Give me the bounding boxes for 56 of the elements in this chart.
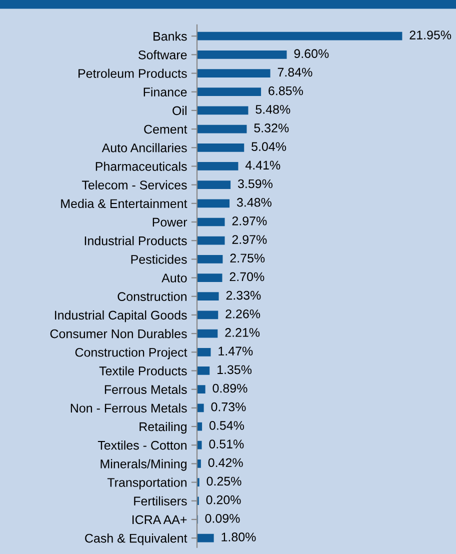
- y-tick-label: Textiles - Cotton: [98, 440, 186, 450]
- y-tick-label: Telecom - Services: [82, 180, 187, 190]
- data-label: 0.73%: [211, 402, 246, 412]
- y-tick-label: Pharmaceuticals: [96, 162, 187, 171]
- data-label: 0.25%: [206, 476, 242, 486]
- data-label: 2.21%: [225, 328, 260, 337]
- data-label: 2.70%: [230, 272, 264, 282]
- data-label: 5.48%: [256, 104, 290, 114]
- data-label: 2.97%: [232, 216, 267, 226]
- data-label: 1.35%: [218, 365, 252, 374]
- data-label: 0.54%: [209, 421, 244, 430]
- y-tick-label: Cement: [144, 124, 188, 134]
- data-label: 0.09%: [205, 514, 240, 523]
- y-tick-label: Non - Ferrous Metals: [70, 403, 187, 413]
- y-tick-label: Media & Entertainment: [61, 198, 188, 208]
- y-tick-label: ICRA AA+: [132, 515, 187, 524]
- y-tick-label: Transportation: [107, 478, 186, 490]
- data-label: 5.04%: [252, 142, 286, 151]
- y-tick-label: Textile Products: [99, 366, 187, 376]
- data-label: 2.75%: [230, 254, 265, 263]
- y-tick-label: Banks: [154, 32, 187, 41]
- y-tick-label: Cash & Equivalent: [85, 534, 188, 546]
- y-tick-label: Minerals/Mining: [100, 459, 186, 471]
- y-tick-label: Auto: [162, 274, 187, 282]
- data-label: 3.59%: [238, 179, 272, 188]
- data-label: 7.84%: [278, 68, 312, 77]
- y-tick-label: Pesticides: [131, 254, 187, 264]
- y-tick-label: Consumer Non Durables: [50, 329, 187, 338]
- data-label: 5.32%: [254, 124, 289, 132]
- y-tick-label: Construction Project: [75, 348, 188, 360]
- data-label: 1.47%: [218, 346, 253, 356]
- data-label: 2.26%: [226, 309, 260, 318]
- y-tick-label: Finance: [144, 87, 187, 97]
- data-label: 1.80%: [222, 532, 256, 542]
- data-label: 0.42%: [208, 458, 243, 468]
- y-tick-label: Retailing: [140, 422, 186, 434]
- data-label: 2.33%: [226, 290, 261, 300]
- y-tick-label: Software: [138, 50, 187, 60]
- data-label: 4.41%: [245, 160, 280, 170]
- data-label: 9.60%: [294, 49, 329, 58]
- data-label: 0.51%: [209, 440, 244, 448]
- y-tick-label: Construction: [118, 292, 186, 302]
- y-tick-label: Power: [152, 218, 188, 227]
- y-tick-label: Industrial Products: [84, 236, 187, 246]
- y-tick-label: Auto Ancillaries: [102, 143, 187, 152]
- data-label: 0.89%: [212, 384, 248, 393]
- y-tick-label: Ferrous Metals: [104, 384, 187, 394]
- data-label: 6.85%: [268, 86, 303, 96]
- y-tick-label: Oil: [172, 106, 186, 116]
- y-tick-label: Industrial Capital Goods: [55, 310, 187, 322]
- y-tick-label: Petroleum Products: [78, 68, 187, 78]
- data-label: 21.95%: [410, 30, 452, 40]
- y-tick-label: Fertilisers: [134, 496, 187, 506]
- data-label: 3.48%: [236, 198, 272, 207]
- data-label: 2.97%: [232, 235, 267, 244]
- data-label: 0.20%: [206, 495, 241, 504]
